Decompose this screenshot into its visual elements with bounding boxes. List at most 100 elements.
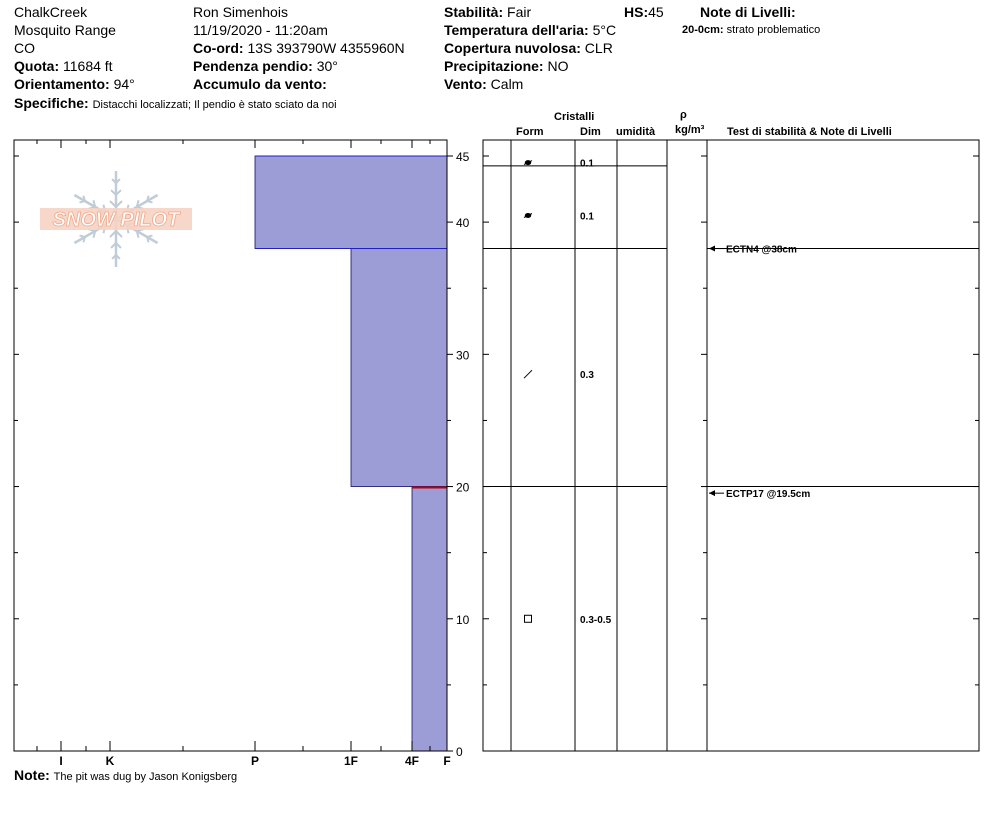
cloud-value: CLR — [584, 40, 613, 56]
test-arrow-head-1 — [709, 490, 715, 497]
snowflake-branch — [79, 200, 86, 204]
snowflake-branch — [109, 200, 117, 208]
snowflake-branch — [146, 234, 153, 238]
stability: Stabilità: Fair — [444, 4, 531, 20]
snowflake-branch — [135, 199, 140, 208]
test-label-0: ECTN4 @38cm — [726, 245, 797, 256]
grain-size-label-3: 0.3-0.5 — [580, 615, 612, 626]
cloud-label: Copertura nuvolosa: — [444, 40, 581, 56]
datetime: 11/19/2020 - 11:20am — [193, 22, 328, 38]
snowflake-branch — [82, 195, 86, 202]
table-frame — [482, 139, 980, 752]
hardness-bar-0 — [254, 155, 448, 249]
grain-size-label-0: 0.1 — [580, 159, 594, 170]
form-header: Form — [516, 126, 544, 138]
footer-note: Note: The pit was dug by Jason Konigsber… — [14, 767, 237, 784]
snowflake-branch — [79, 234, 86, 238]
hs: HS:45 — [624, 4, 664, 20]
density-unit-header: kg/m³ — [675, 124, 705, 136]
crystals-header: Cristalli — [554, 111, 595, 123]
snowflake-branch — [135, 230, 140, 239]
air-temp-label: Temperatura dell'aria: — [444, 22, 589, 38]
hardness-label: 4F — [405, 754, 419, 768]
coord-label: Co-ord: — [193, 40, 244, 56]
hardness-label: K — [106, 754, 115, 768]
y-tick-label: 30 — [456, 348, 470, 362]
snowflake-branch — [115, 189, 122, 196]
hardness-label: I — [59, 754, 62, 768]
snowflake-branch — [92, 230, 97, 239]
y-tick-label: 0 — [456, 745, 463, 759]
note-label: Note: — [14, 767, 50, 783]
slope: Pendenza pendio: 30° — [193, 58, 338, 74]
grain-size-label-1: 0.1 — [580, 212, 594, 223]
layer-notes-title: Note di Livelli: — [700, 4, 796, 20]
hardness-label: 1F — [344, 754, 358, 768]
hardness-bar-1 — [350, 248, 448, 487]
coord-value: 13S 393790W 4355960N — [247, 40, 405, 56]
snowflake-branch — [110, 242, 117, 249]
wind-value: Calm — [490, 76, 524, 92]
snowflake-branch — [115, 178, 121, 184]
snowflake-branch — [115, 242, 122, 249]
wind: Vento: Calm — [444, 76, 523, 92]
cloud-cover: Copertura nuvolosa: CLR — [444, 40, 613, 56]
test-label-1: ECTP17 @19.5cm — [726, 489, 810, 500]
snowflake-branch — [146, 236, 150, 243]
snowflake-branch — [146, 195, 150, 202]
snowflake-branch — [109, 230, 117, 238]
aspect-value: 94° — [113, 76, 135, 92]
wind-loading-label: Accumulo da vento: — [193, 76, 327, 92]
specifics-label: Specifiche: — [14, 95, 89, 111]
hardness-label: F — [443, 754, 450, 768]
wind-loading: Accumulo da vento: — [193, 76, 327, 92]
layer-note-text: strato problematico — [726, 24, 821, 36]
y-tick-label: 20 — [456, 481, 470, 495]
aspect: Orientamento: 94° — [14, 76, 135, 92]
logo-text: SNOW PILOT — [53, 209, 181, 231]
note-value: The pit was dug by Jason Konigsberg — [53, 771, 238, 783]
hardness-frame — [13, 139, 448, 752]
snowflake-branch — [110, 189, 117, 196]
hardness-panel: 0 10 20 30 40 45 I K P 1F 4F F — [13, 139, 470, 768]
snowflake-branch — [115, 200, 123, 208]
stability-value: Fair — [507, 4, 532, 20]
elevation: Quota: 11684 ft — [14, 58, 113, 74]
snowpilot-logo: SNOW PILOT — [40, 171, 192, 267]
y-tick-label: 45 — [456, 150, 470, 164]
slope-label: Pendenza pendio: — [193, 58, 313, 74]
snowflake-branch — [111, 254, 117, 260]
snowflake-branch — [92, 199, 97, 208]
layer-note-depth: 20-0cm: — [682, 24, 724, 36]
moisture-header: umidità — [616, 126, 656, 138]
grain-stroke-1 — [523, 213, 533, 218]
precip-label: Precipitazione: — [444, 58, 544, 74]
air-temp: Temperatura dell'aria: 5°C — [444, 22, 616, 38]
stability-label: Stabilità: — [444, 4, 504, 20]
snowflake-branch — [82, 236, 86, 243]
aspect-label: Orientamento: — [14, 76, 110, 92]
snowflake-branch — [146, 200, 153, 204]
air-temp-value: 5°C — [592, 22, 617, 38]
tests-header: Test di stabilità & Note di Livelli — [727, 126, 892, 138]
elevation-label: Quota: — [14, 58, 60, 74]
elevation-value: 11684 ft — [63, 58, 113, 74]
test-arrow-head-0 — [709, 245, 715, 252]
grain-stroke-0 — [523, 160, 533, 166]
grain-symbol-2 — [523, 369, 533, 379]
hs-label: HS: — [624, 4, 649, 20]
y-tick-label: 40 — [456, 216, 470, 230]
hs-value: 45 — [648, 4, 664, 20]
location: ChalkCreek — [14, 4, 88, 20]
snowflake-branch — [115, 230, 123, 238]
specifics: Specifiche: Distacchi localizzati; Il pe… — [14, 95, 337, 112]
precip-value: NO — [547, 58, 569, 74]
grain-symbol-3 — [524, 614, 532, 623]
precipitation: Precipitazione: NO — [444, 58, 568, 74]
layer-note: 20-0cm: strato problematico — [682, 24, 820, 37]
range: Mosquito Range — [14, 22, 116, 38]
rho-header: ρ — [680, 109, 687, 121]
y-tick-label: 10 — [456, 613, 470, 627]
logo-band — [40, 208, 192, 230]
